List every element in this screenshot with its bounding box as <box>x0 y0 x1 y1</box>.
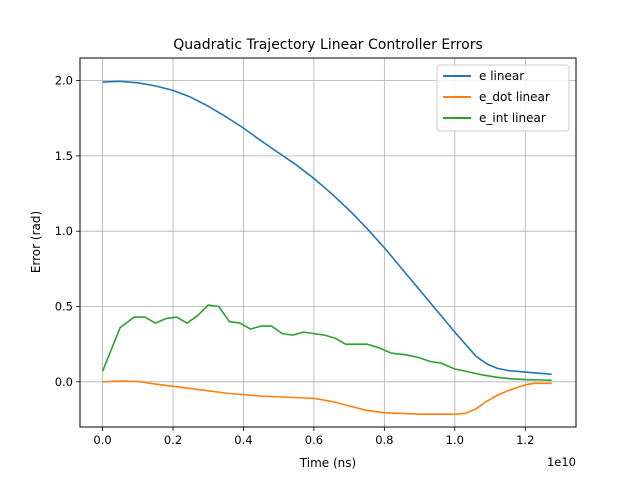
legend-label-e-linear: e linear <box>479 69 524 83</box>
x-offset-label: 1e10 <box>547 455 576 469</box>
x-tick-label: 1.2 <box>516 433 534 447</box>
axis-ticks: 0.0 0.2 0.4 0.6 0.8 1.0 1.2 0.0 0.5 1.0 1.5 2.0 <box>55 74 535 447</box>
series-lines <box>101 80 552 416</box>
x-tick-label: 0.4 <box>234 433 252 447</box>
chart-title: Quadratic Trajectory Linear Controller E… <box>173 37 483 53</box>
y-tick-label: 0.5 <box>55 300 73 314</box>
legend-label-e-dot-linear: e_dot linear <box>479 90 550 104</box>
x-tick-label: 0.8 <box>375 433 393 447</box>
x-tick-label: 0.6 <box>305 433 323 447</box>
x-tick-label: 0.2 <box>164 433 182 447</box>
y-tick-label: 2.0 <box>55 74 73 88</box>
y-axis-label: Error (rad) <box>29 211 43 273</box>
grid <box>80 58 576 427</box>
x-tick-label: 0.0 <box>93 433 111 447</box>
y-tick-label: 0.0 <box>55 375 73 389</box>
series-line-e-linear <box>102 80 552 376</box>
x-axis-label: Time (ns) <box>299 456 356 470</box>
plot-frame <box>79 57 577 428</box>
series-line-e-dot-linear <box>102 380 552 416</box>
series-line-e-int-linear <box>101 304 552 382</box>
legend: e linear e_dot linear e_int linear <box>436 64 570 132</box>
y-tick-label: 1.0 <box>55 224 73 238</box>
legend-box <box>436 64 570 132</box>
y-tick-label: 1.5 <box>55 149 73 163</box>
legend-label-e-int-linear: e_int linear <box>479 111 546 125</box>
x-tick-label: 1.0 <box>446 433 464 447</box>
